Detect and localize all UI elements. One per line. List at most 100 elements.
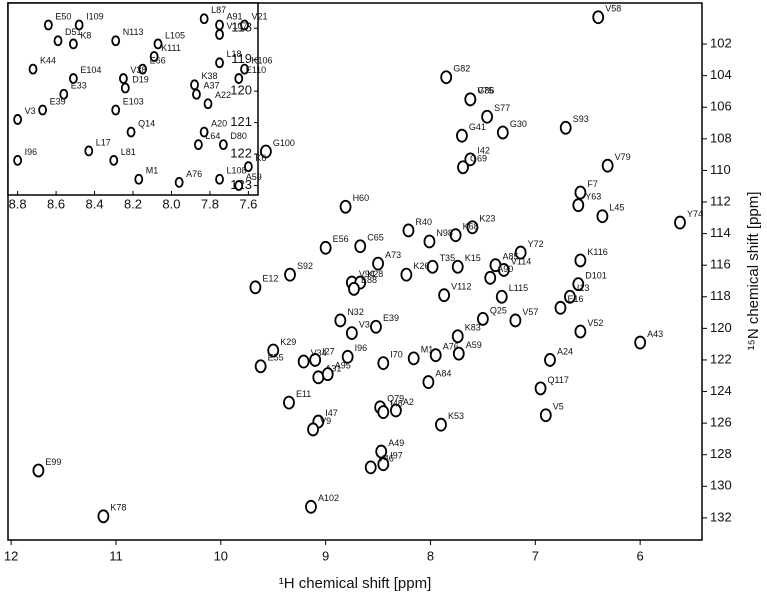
peak-label: L64	[205, 131, 220, 141]
peak-label: V34	[311, 348, 327, 358]
peak-label: K78	[110, 503, 126, 513]
peak-label: V46	[378, 454, 394, 464]
peak-label: V5	[553, 402, 564, 412]
peak-label: V57	[522, 307, 538, 317]
peak-label: A76	[443, 342, 459, 352]
peak-label: E12	[262, 274, 278, 284]
peak	[138, 63, 148, 75]
peak	[451, 329, 464, 344]
peak	[240, 63, 249, 75]
peak-label: G86	[477, 86, 494, 96]
peak-label: E88	[361, 275, 377, 285]
peak-label: K83	[465, 323, 481, 333]
peak	[364, 460, 377, 475]
peak-label: L45	[609, 203, 624, 213]
peak-label: K23	[479, 214, 495, 224]
peak-label: A59	[466, 340, 482, 350]
peak	[429, 348, 442, 363]
x-tick-label: 7.8	[201, 196, 219, 211]
peak-label: I70	[390, 349, 403, 359]
peak	[43, 19, 53, 31]
peak	[312, 370, 325, 385]
peak	[497, 263, 510, 277]
peak-label: C65	[367, 233, 384, 243]
peak	[574, 185, 587, 200]
peak-label: A102	[318, 493, 339, 503]
y-tick-label: 126	[710, 415, 732, 430]
peak-label: K6	[255, 153, 266, 163]
peak	[283, 395, 295, 410]
y-tick-label: 120	[710, 320, 732, 335]
peak-label: I96	[355, 343, 368, 353]
peak-label: F7	[587, 179, 598, 189]
peak-label: E39	[50, 96, 66, 106]
y-tick-label: 116	[710, 257, 731, 272]
peak	[284, 267, 296, 282]
y-tick-label: 130	[710, 478, 732, 493]
peak	[354, 239, 367, 254]
peak-label: E16	[567, 294, 583, 304]
peak	[572, 198, 585, 213]
peak-label: K8	[80, 30, 91, 40]
peak-label: E55	[268, 353, 284, 363]
peak-label: K15	[465, 253, 481, 263]
peak-label: V3	[359, 319, 370, 329]
peak	[199, 13, 209, 25]
peak-label: E11	[296, 389, 311, 399]
peak-label: A84	[435, 368, 451, 378]
peak	[68, 38, 78, 50]
peak	[514, 245, 527, 260]
peak-label: V58	[605, 4, 621, 14]
peak	[134, 173, 144, 185]
peak	[218, 139, 228, 151]
peak-label: S92	[297, 261, 313, 271]
peak	[592, 10, 605, 25]
peak	[476, 311, 489, 326]
peak-label: A49	[388, 438, 404, 448]
peak	[193, 139, 203, 151]
peak-label: G82	[453, 64, 470, 74]
x-tick-label: 7	[532, 548, 539, 563]
peak	[234, 180, 244, 191]
peak-label: M1	[421, 345, 434, 355]
peak	[297, 354, 310, 369]
peak-label: V114	[511, 256, 531, 266]
y-tick-label: 112	[710, 193, 731, 208]
peak-label: I13	[577, 283, 590, 293]
x-axis-title: ¹H chemical shift [ppm]	[279, 575, 432, 592]
peak	[13, 154, 23, 166]
peak	[215, 173, 224, 185]
peak	[215, 57, 224, 69]
x-tick-label: 8.4	[85, 196, 103, 211]
peak-label: L81	[121, 147, 136, 157]
peak	[254, 359, 267, 374]
peak-label: I42	[477, 146, 490, 156]
peak	[452, 346, 465, 361]
peak-label: D80	[230, 131, 247, 141]
peak-label: I97	[390, 451, 403, 461]
peak-label: K116	[587, 247, 607, 257]
peak-label: E99	[45, 457, 61, 467]
peak	[243, 161, 253, 173]
peak	[32, 463, 45, 478]
x-tick-label: 8.2	[124, 196, 142, 211]
peak	[111, 35, 121, 47]
peak-label: A59	[246, 172, 262, 182]
peak-label: N32	[347, 307, 364, 317]
peak-label: K111	[161, 43, 181, 53]
peak-label: V75	[477, 86, 493, 96]
peak-label: E33	[71, 81, 87, 91]
x-tick-label: 6	[637, 548, 644, 563]
peak-label: A95	[335, 361, 351, 371]
peak-label: A73	[385, 250, 401, 260]
peak-label: E66	[150, 55, 166, 65]
peak	[457, 160, 469, 175]
peak	[435, 417, 447, 432]
y-tick-label: 104	[710, 67, 732, 82]
peak	[339, 199, 352, 214]
peak	[190, 79, 199, 91]
peak-label: Q25	[490, 305, 507, 315]
y-tick-label: 121	[230, 114, 252, 129]
peak	[215, 29, 224, 40]
peak	[495, 289, 508, 304]
